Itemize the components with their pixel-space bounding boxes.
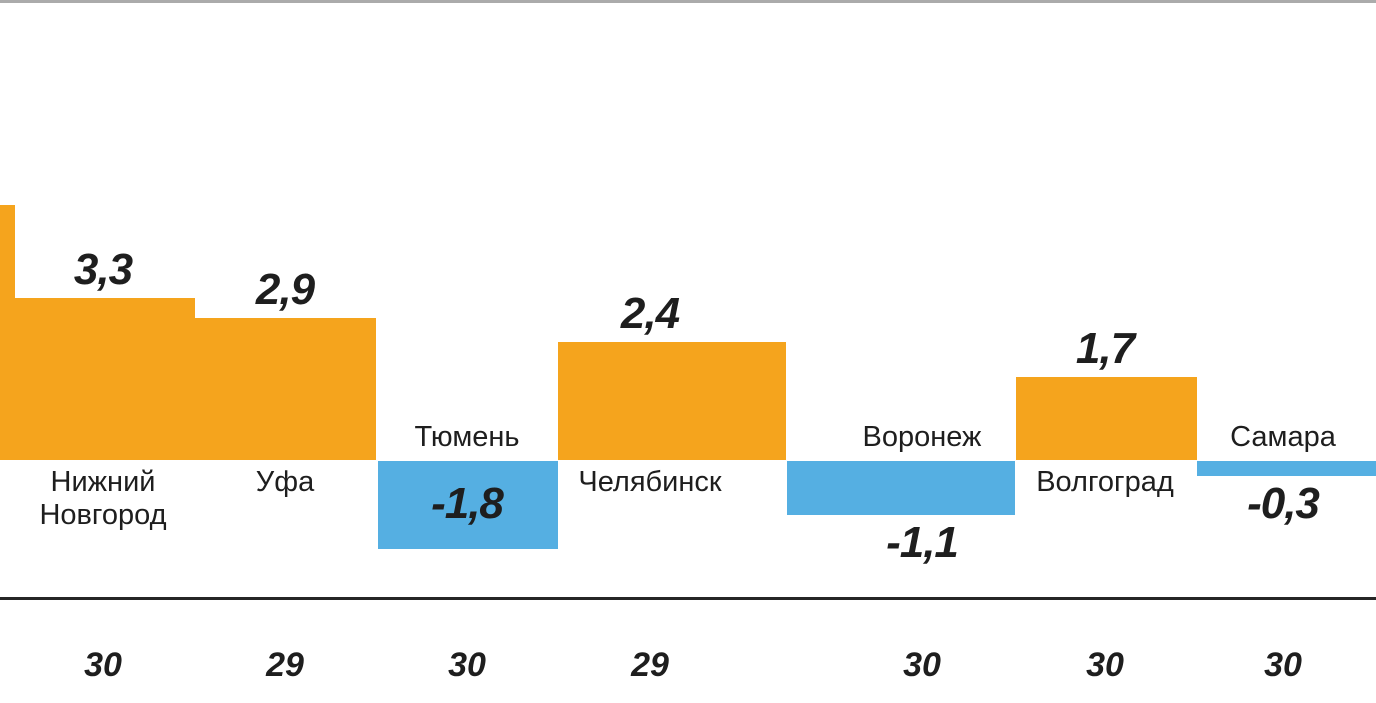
city-name-label: Самара [1230, 421, 1336, 453]
city-name-label: Волгоград [1036, 466, 1174, 498]
city-bar [15, 298, 195, 460]
x-tick-date-label: 30 [1086, 646, 1124, 684]
x-axis-line [0, 597, 1376, 600]
x-tick-date-label: 30 [1264, 646, 1302, 684]
top-divider-line [0, 0, 1376, 3]
city-name-label: Уфа [255, 466, 315, 498]
bar-value-label: 3,3 [73, 245, 133, 294]
city-bar [1197, 461, 1376, 476]
x-tick-date-label: 30 [448, 646, 486, 684]
bar-value-label: -1,1 [886, 518, 959, 567]
city-name-label: Тюмень [414, 421, 520, 453]
city-name-label: Челябинск [578, 466, 722, 498]
city-bar [378, 461, 558, 549]
bar-value-label: -1,8 [431, 479, 504, 528]
bar-value-label: 2,9 [255, 265, 315, 314]
city-bar [558, 342, 786, 460]
city-bar [1016, 377, 1197, 460]
x-tick-date-label: 30 [84, 646, 122, 684]
city-name-label: Нижний Новгород [39, 466, 167, 531]
bar-value-label: -0,3 [1247, 479, 1320, 528]
city-bar [195, 318, 376, 460]
city-name-label: Воронеж [862, 421, 982, 453]
city-bar [787, 461, 1015, 515]
x-tick-date-label: 30 [903, 646, 941, 684]
x-tick-date-label: 29 [266, 646, 304, 684]
bar-value-label: 2,4 [620, 289, 680, 338]
x-tick-date-label: 29 [631, 646, 669, 684]
bar-value-label: 1,7 [1075, 324, 1135, 373]
partial-bar-left-clipped [0, 205, 15, 460]
